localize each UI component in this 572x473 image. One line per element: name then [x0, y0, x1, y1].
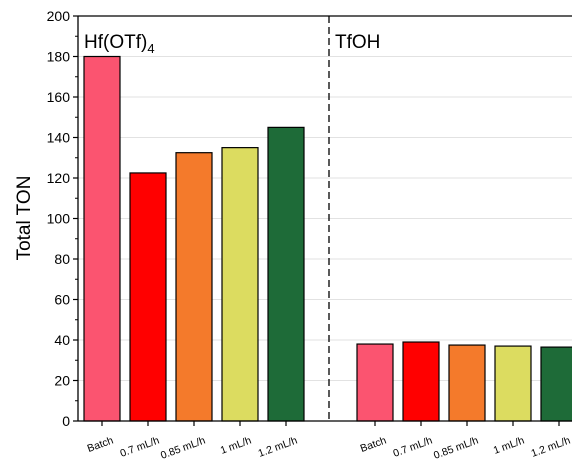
y-tick-label: 60	[54, 292, 70, 308]
bar	[175, 152, 213, 422]
x-tick-label: 1.2 mL/h	[257, 434, 300, 459]
axes	[77, 15, 572, 422]
bar	[448, 344, 486, 422]
x-tick-label: Batch	[359, 434, 388, 455]
bar	[129, 172, 167, 422]
x-tick-label: 0.7 mL/h	[392, 434, 435, 459]
x-tick-label: 1 mL/h	[219, 434, 253, 456]
x-tick-label: 0.85 mL/h	[159, 434, 207, 461]
x-tick-label: 1.2 mL/h	[530, 434, 572, 459]
y-tick-label: 160	[47, 89, 71, 105]
x-tick-label: Batch	[86, 434, 115, 455]
y-ticks: 0 20 40 60 80 100 120 140 160 180 200	[47, 8, 78, 429]
x-tick-label: 1 mL/h	[492, 434, 526, 456]
panel-label-hf-main: Hf(OTf)	[84, 32, 147, 53]
panel-label-hf-sub: 4	[147, 41, 154, 56]
panel-label-tfoh: TfOH	[335, 32, 380, 53]
y-tick-label: 180	[47, 49, 71, 65]
y-tick-label: 100	[47, 211, 71, 227]
bar	[221, 147, 259, 422]
y-tick-label: 40	[54, 332, 70, 348]
x-tick-labels: Batch 0.7 mL/h0.85 mL/h 1 mL/h 1.2 mL/h Batc…	[86, 421, 572, 462]
y-tick-label: 120	[47, 170, 71, 186]
y-axis-label: Total TON	[14, 176, 35, 261]
x-tick-label: 0.7 mL/h	[119, 434, 162, 459]
x-tick-label: 0.85 mL/h	[432, 434, 480, 461]
bar	[540, 346, 572, 422]
bar	[267, 126, 305, 422]
y-tick-label: 200	[47, 8, 71, 24]
y-tick-label: 140	[47, 130, 71, 146]
bar	[494, 345, 532, 422]
y-tick-label: 0	[62, 413, 70, 429]
panel-label-hf: Hf(OTf)4	[84, 32, 155, 56]
bar	[83, 55, 121, 422]
bar	[356, 343, 394, 422]
y-tick-label: 80	[54, 251, 70, 267]
bars	[83, 55, 572, 422]
bar	[402, 341, 440, 422]
y-tick-label: 20	[54, 373, 70, 389]
